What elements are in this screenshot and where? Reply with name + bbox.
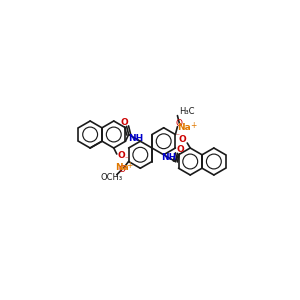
Text: ⁻: ⁻ xyxy=(175,131,179,140)
Text: Na: Na xyxy=(177,124,191,133)
Text: ⁻: ⁻ xyxy=(125,154,129,164)
Text: O: O xyxy=(118,152,126,160)
Text: Na: Na xyxy=(115,164,129,172)
Text: O: O xyxy=(176,145,184,154)
Text: OCH₃: OCH₃ xyxy=(101,173,123,182)
Text: H₃C: H₃C xyxy=(179,107,195,116)
Text: +: + xyxy=(190,122,196,130)
Text: O: O xyxy=(178,136,186,145)
Text: O: O xyxy=(118,165,125,174)
Text: O: O xyxy=(121,118,128,127)
Text: +: + xyxy=(127,161,133,170)
Text: NH: NH xyxy=(161,153,176,162)
Text: O: O xyxy=(176,119,183,128)
Text: NH: NH xyxy=(128,134,143,143)
